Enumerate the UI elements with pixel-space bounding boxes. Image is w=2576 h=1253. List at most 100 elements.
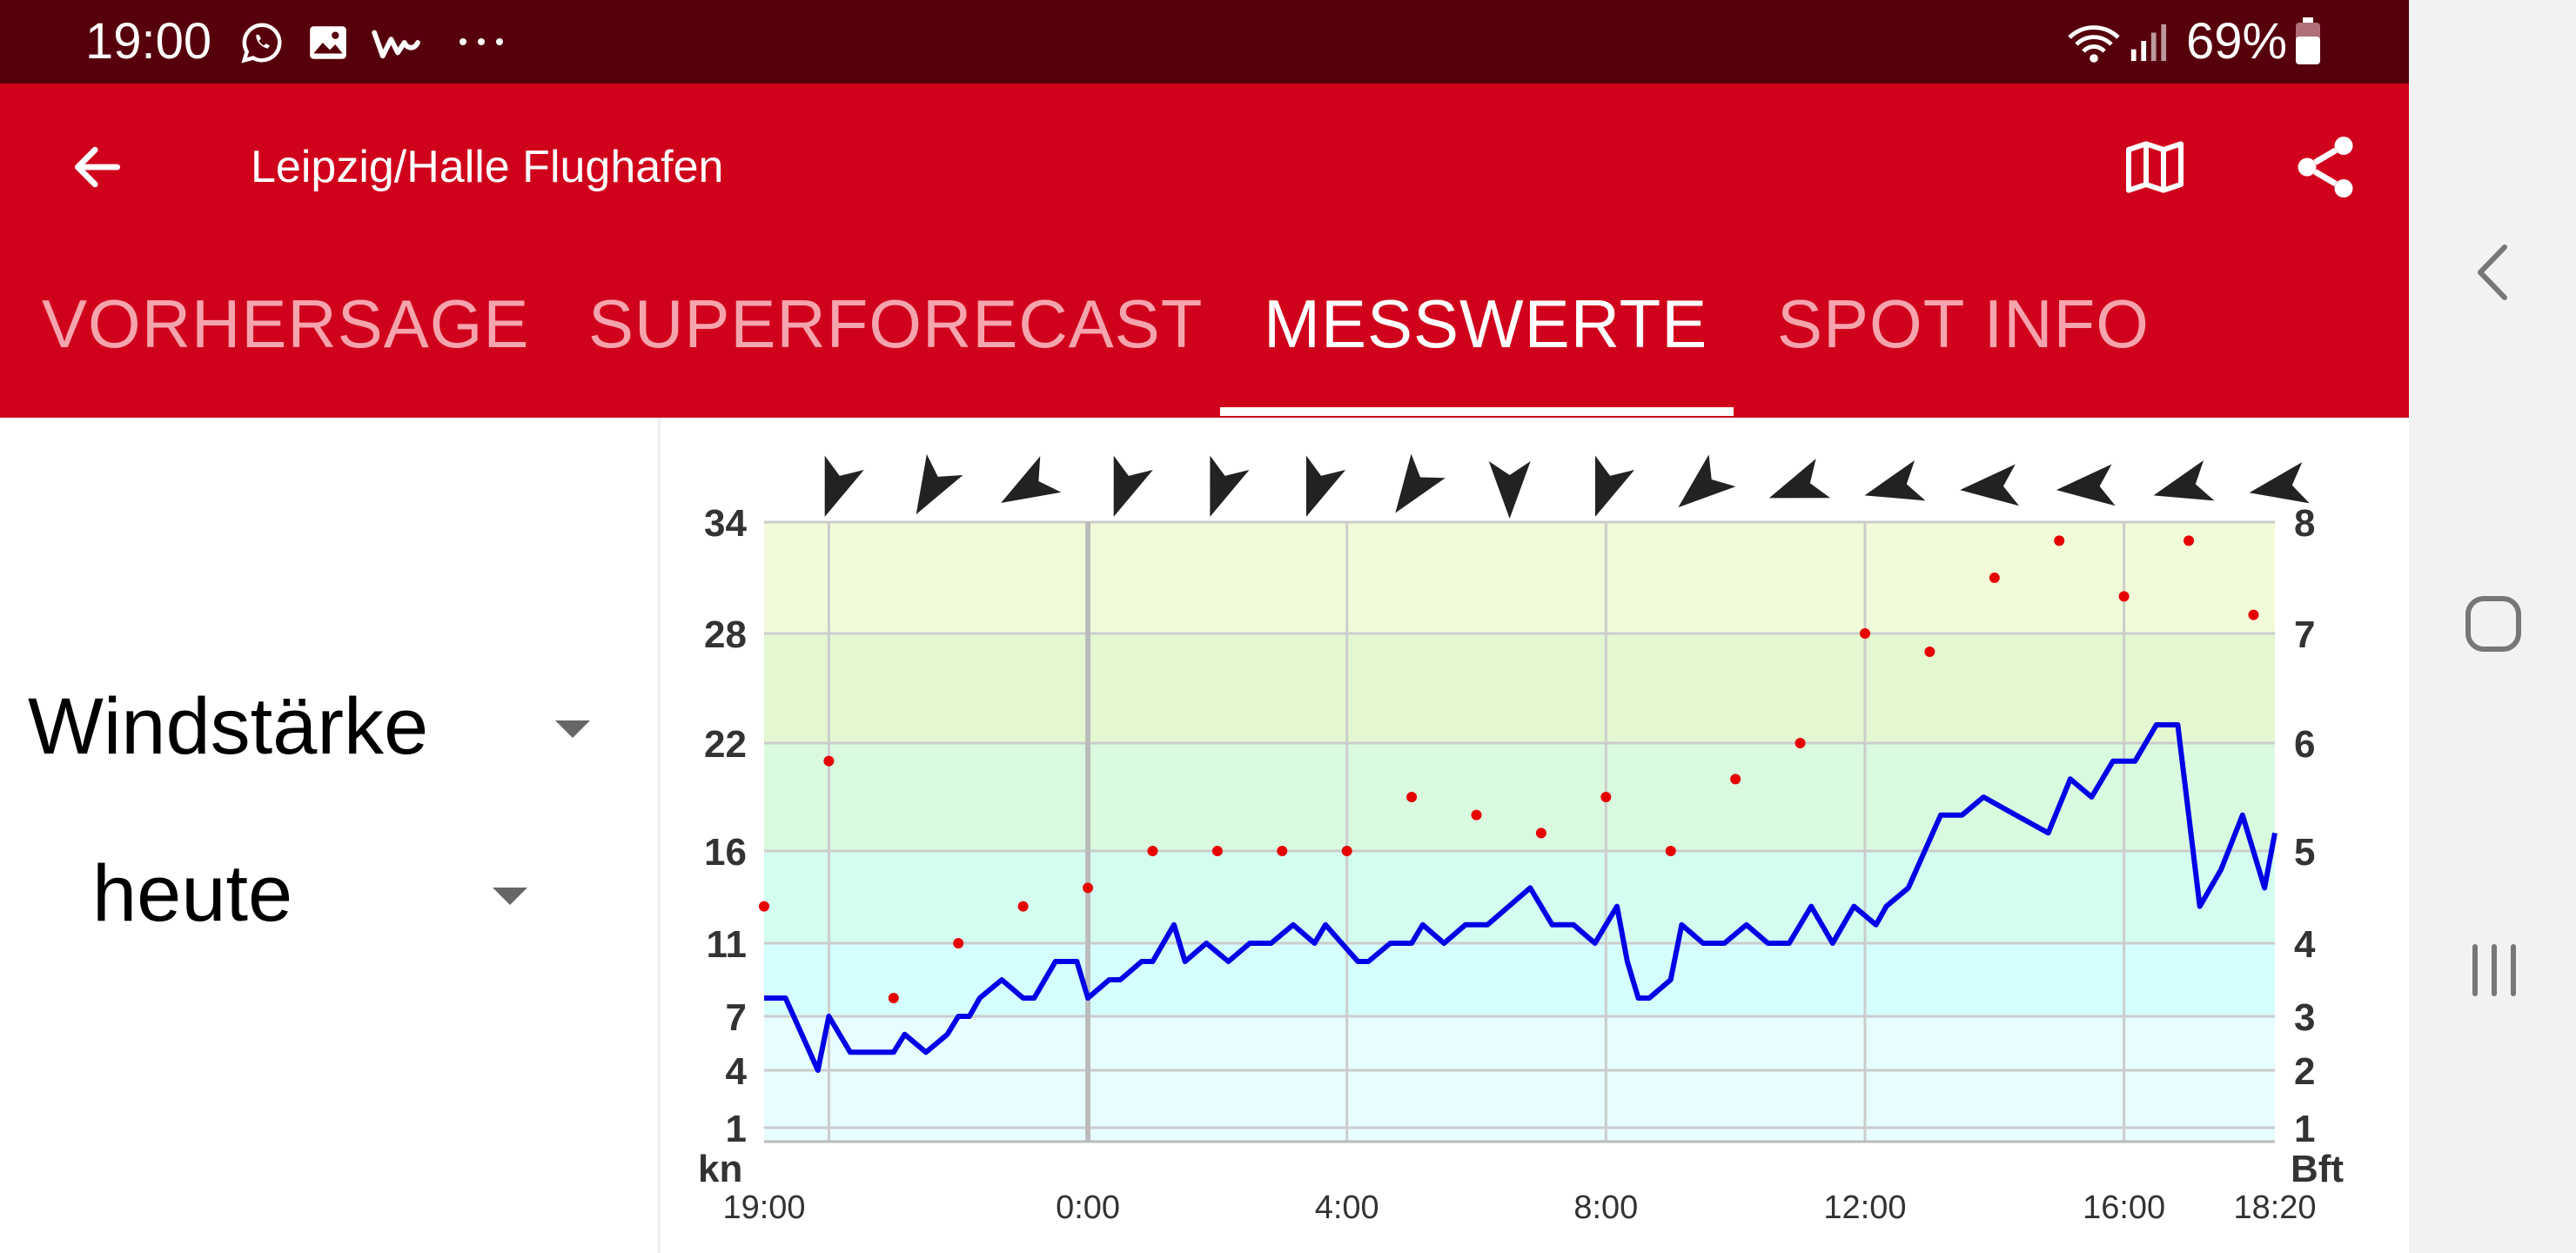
wind-direction-arrow [916, 454, 963, 515]
back-icon[interactable] [2473, 242, 2512, 303]
arrow-shape [1768, 459, 1831, 499]
wind-direction-arrow [824, 455, 864, 517]
gust-point [759, 901, 769, 912]
tab-superforecast[interactable]: SUPERFORECAST [588, 285, 1204, 362]
gust-point [1017, 901, 1029, 912]
wind-direction-arrow [1960, 464, 2019, 506]
gallery-icon [310, 26, 346, 59]
home-icon[interactable] [2463, 593, 2524, 654]
arrow-shape [1395, 453, 1446, 513]
gust-point [1277, 846, 1288, 856]
y-right-tick-label: 1 [2294, 1108, 2315, 1150]
period-dropdown[interactable]: heute [0, 846, 627, 959]
y-left-tick-label: 11 [706, 923, 747, 966]
tab-spot-info[interactable]: SPOT INFO [1777, 285, 2150, 362]
chart-background-band [764, 522, 2275, 633]
wind-direction-arrow [1001, 456, 1062, 503]
tab-messwerte[interactable]: MESSWERTE [1264, 285, 1708, 362]
y-left-tick-label: 28 [704, 613, 747, 656]
x-tick-label: 4:00 [1315, 1189, 1379, 1226]
gust-point [2118, 591, 2130, 602]
left-panel: Windstärke heute [0, 418, 660, 1253]
signal-icon [2130, 23, 2167, 62]
share-icon[interactable] [2289, 129, 2362, 205]
y-right-tick-label: 3 [2294, 996, 2315, 1039]
y-left-tick-label: 4 [726, 1050, 748, 1093]
wind-direction-arrow [1113, 455, 1153, 517]
gust-point [1989, 573, 2000, 583]
wind-direction-arrow [1305, 455, 1346, 517]
y-left-tick-label: 16 [704, 831, 747, 874]
x-tick-label: 19:00 [722, 1189, 805, 1226]
y-left-axis-label: kn [698, 1148, 742, 1190]
x-tick-label: 18:20 [2233, 1189, 2316, 1226]
gust-point [1794, 738, 1806, 748]
battery-icon [2296, 17, 2320, 64]
wind-direction-arrow [1768, 459, 1831, 499]
arrow-shape [916, 454, 963, 515]
wind-direction-arrow [1864, 460, 1926, 501]
y-right-tick-label: 2 [2294, 1050, 2315, 1093]
gust-point [1471, 809, 1482, 821]
y-right-tick-label: 4 [2294, 923, 2316, 966]
gust-point [1535, 828, 1546, 839]
app-w-icon [372, 30, 420, 59]
arrow-shape [2249, 462, 2310, 504]
wind-direction-arrow [1395, 453, 1446, 513]
gust-point [1665, 846, 1676, 856]
arrow-shape [2153, 460, 2215, 501]
y-right-tick-label: 7 [2294, 613, 2315, 656]
panel-divider [658, 418, 661, 1253]
chart-background-band [764, 943, 2275, 1016]
wind-direction-arrow [2153, 460, 2215, 501]
x-tick-label: 12:00 [1823, 1189, 1906, 1226]
gust-point [1406, 792, 1418, 802]
y-right-axis-label: Bft [2291, 1148, 2344, 1190]
arrow-shape [1678, 454, 1736, 508]
gust-point [1730, 774, 1741, 785]
period-dropdown-value: heute [92, 849, 293, 938]
arrow-shape [1488, 461, 1531, 519]
gust-point [1083, 882, 1094, 894]
status-time: 19:00 [85, 13, 212, 70]
gust-point [888, 993, 899, 1003]
y-left-tick-label: 22 [704, 723, 747, 766]
status-bar: 19:00 69% [0, 0, 2409, 84]
wind-direction-arrow [1678, 454, 1736, 508]
arrow-shape [1960, 464, 2019, 506]
measure-dropdown-value: Windstärke [28, 682, 429, 771]
recents-icon[interactable] [2466, 941, 2522, 999]
wind-direction-arrow [2249, 462, 2310, 504]
chart-background-band [764, 743, 2275, 851]
measure-dropdown[interactable]: Windstärke [0, 679, 627, 792]
y-left-tick-label: 34 [704, 502, 747, 545]
arrow-shape [1864, 460, 1926, 501]
map-icon[interactable] [2120, 132, 2190, 202]
y-right-tick-label: 5 [2294, 831, 2315, 874]
gust-point [1600, 792, 1612, 802]
gust-point [823, 755, 835, 767]
page-title: Leipzig/Halle Flughafen [251, 142, 724, 192]
x-tick-label: 16:00 [2083, 1189, 2165, 1226]
chevron-down-icon [555, 720, 590, 738]
arrow-shape [824, 455, 864, 517]
tab-vorhersage[interactable]: VORHERSAGE [42, 285, 530, 362]
app-bar: Leipzig/Halle Flughafen VORHERSAGE SUPER… [0, 84, 2409, 418]
gust-point [2248, 609, 2259, 620]
arrow-shape [1001, 456, 1062, 503]
chart-background-band [764, 1016, 2275, 1142]
arrow-back-icon[interactable] [64, 137, 131, 197]
wind-direction-arrow [1488, 461, 1531, 519]
arrow-shape [1113, 455, 1153, 517]
gust-point [1859, 628, 1870, 639]
arrow-shape [2056, 464, 2116, 506]
wind-direction-arrow [1594, 455, 1635, 517]
y-right-tick-label: 6 [2294, 723, 2315, 766]
battery-percentage: 69% [2186, 13, 2288, 70]
arrow-shape [1210, 455, 1250, 517]
gust-point [1924, 647, 1935, 657]
system-nav-bar [2409, 0, 2576, 1253]
gust-point [953, 938, 964, 948]
more-notifications-icon [460, 38, 503, 45]
